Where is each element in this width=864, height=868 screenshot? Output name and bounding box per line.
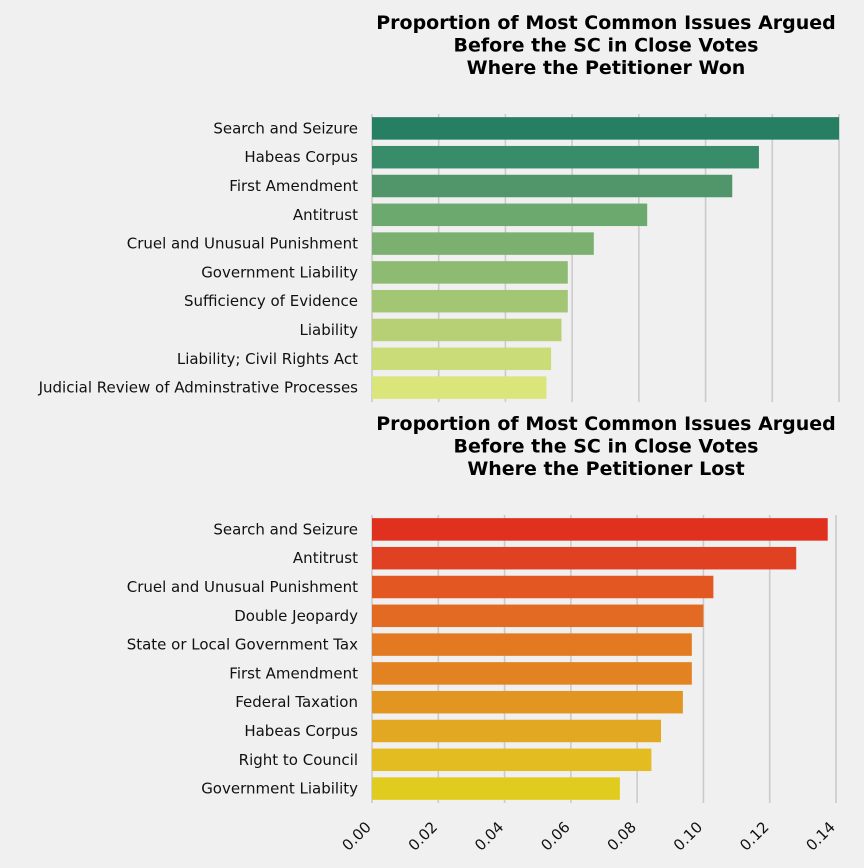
bar (372, 777, 620, 800)
bar (372, 117, 839, 140)
category-label: Habeas Corpus (244, 148, 358, 166)
category-label: Federal Taxation (235, 693, 358, 711)
x-tick-label: 0.02 (405, 818, 441, 854)
category-label: Right to Council (239, 751, 358, 769)
bar (372, 232, 594, 255)
category-label: Government Liability (201, 263, 358, 281)
bar (372, 719, 662, 743)
x-tick-label: 0.14 (802, 818, 838, 854)
category-label: Antitrust (293, 549, 358, 567)
x-tick-label: 0.00 (338, 818, 374, 854)
category-label: Cruel and Unusual Punishment (127, 235, 358, 253)
category-label: State or Local Government Tax (127, 636, 358, 654)
bar (372, 575, 714, 599)
category-label: First Amendment (229, 664, 358, 682)
category-label: First Amendment (229, 177, 358, 195)
bar (372, 546, 797, 570)
category-label: Search and Seizure (213, 119, 358, 137)
category-label: Liability (300, 321, 359, 339)
chart-title-line: Proportion of Most Common Issues Argued (376, 413, 836, 435)
bar (372, 289, 568, 313)
category-label: Cruel and Unusual Punishment (127, 578, 358, 596)
category-label: Government Liability (201, 780, 358, 798)
category-label: Habeas Corpus (244, 722, 358, 740)
bar (372, 261, 568, 284)
category-label: Judicial Review of Adminstrative Process… (38, 379, 359, 397)
category-label: Antitrust (293, 206, 358, 224)
bar (372, 318, 562, 342)
x-tick-label: 0.08 (604, 818, 640, 854)
bar (372, 376, 547, 399)
bar (372, 633, 692, 656)
x-tick-label: 0.12 (736, 818, 772, 854)
bar (372, 174, 733, 198)
x-tick-label: 0.06 (537, 818, 573, 854)
x-tick-label: 0.04 (471, 818, 507, 854)
chart-title-line: Before the SC in Close Votes (454, 436, 759, 458)
chart-title-line: Proportion of Most Common Issues Argued (376, 12, 836, 34)
chart-title-line: Where the Petitioner Won (467, 57, 746, 79)
bar (372, 145, 759, 169)
bar (372, 690, 683, 714)
bar (372, 347, 552, 371)
bar (372, 518, 828, 541)
bar (372, 662, 692, 685)
category-label: Search and Seizure (213, 520, 358, 538)
bar (372, 748, 652, 772)
category-label: Double Jeopardy (234, 607, 358, 625)
category-label: Sufficiency of Evidence (184, 292, 358, 310)
chart-title-line: Before the SC in Close Votes (454, 35, 759, 57)
chart-title-line: Where the Petitioner Lost (467, 458, 744, 480)
bar (372, 203, 648, 227)
bar (372, 604, 704, 628)
x-tick-label: 0.10 (670, 818, 706, 854)
category-label: Liability; Civil Rights Act (177, 350, 358, 368)
